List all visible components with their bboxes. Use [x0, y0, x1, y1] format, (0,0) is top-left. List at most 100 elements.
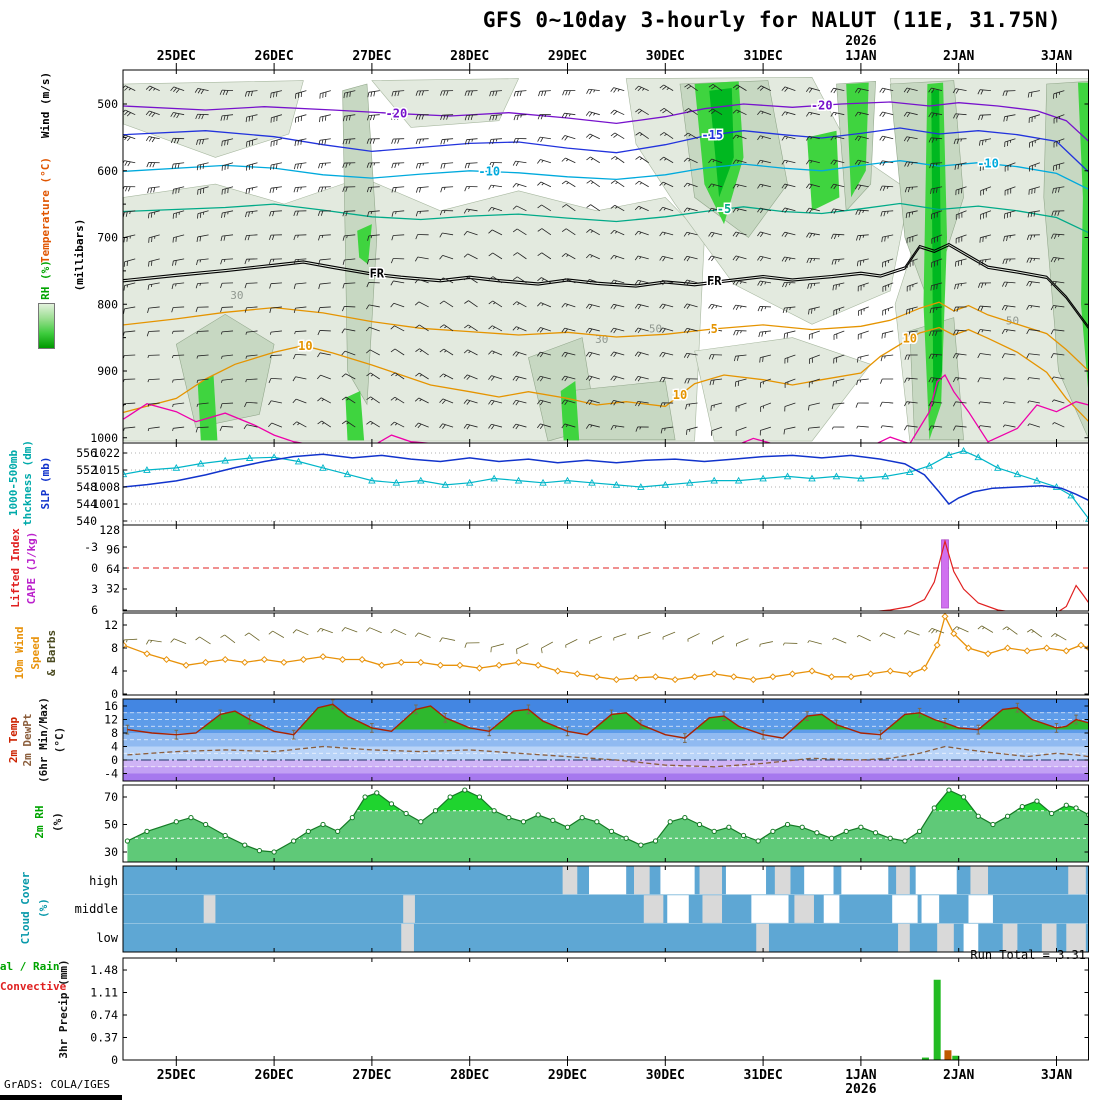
- tick-label: 0: [111, 687, 118, 701]
- rh-marker: [843, 828, 849, 834]
- wind-speed-marker: [358, 655, 366, 664]
- rh-marker: [550, 817, 556, 823]
- wind-speed-marker: [280, 658, 288, 666]
- date-label-top: 1JAN: [845, 49, 876, 64]
- wind-speed-marker: [933, 641, 941, 649]
- rh-marker: [124, 838, 131, 844]
- cloud-block-middle: [702, 895, 723, 923]
- rh-marker: [1073, 805, 1079, 811]
- cloud-block-low: [1002, 923, 1018, 952]
- thickness-axis-title-1: 1000-500mb: [7, 449, 20, 517]
- rh-marker: [271, 849, 277, 855]
- rh-marker: [320, 821, 326, 828]
- temp-green-cap: [127, 704, 1089, 730]
- panel-border: [122, 957, 1089, 1061]
- wind-speed-marker: [436, 661, 444, 669]
- rh-marker: [931, 805, 937, 811]
- wind-speed-marker: [730, 673, 738, 681]
- cloud-block-high: [725, 866, 767, 895]
- contour-label: 5: [711, 322, 718, 336]
- rh-marker: [960, 794, 967, 800]
- thickness-marker: [857, 474, 865, 482]
- tick-label: 544: [76, 497, 97, 511]
- rh-marker: [726, 824, 732, 830]
- contour-label: 10: [673, 388, 687, 402]
- rh-marker: [242, 842, 248, 848]
- tick-label: 1022: [92, 446, 120, 460]
- wind-speed-marker: [515, 658, 523, 666]
- wind-speed-marker: [182, 661, 190, 669]
- run-total-label: Run Total = 3.31: [970, 948, 1086, 962]
- tick-label: 1015: [92, 463, 120, 477]
- tick-label: 30: [104, 845, 118, 859]
- date-label-bottom: 1JAN: [845, 1068, 876, 1083]
- cloud-pct-axis-title: (%): [37, 898, 50, 918]
- wind-speed-marker: [612, 676, 620, 684]
- rh-marker: [916, 828, 923, 834]
- tick-label: 12: [104, 618, 118, 632]
- thickness-marker: [734, 476, 743, 484]
- rh-marker: [564, 824, 571, 830]
- tick-label: 96: [106, 543, 120, 557]
- thickness-marker: [588, 478, 596, 486]
- cloud-block-high: [804, 866, 834, 895]
- cloud-block-middle: [643, 895, 664, 923]
- date-label-bottom: 29DEC: [548, 1068, 587, 1083]
- rh-marker: [682, 815, 688, 821]
- thickness-marker: [490, 474, 498, 482]
- rh-marker: [1005, 813, 1011, 819]
- thickness-marker: [417, 476, 425, 484]
- rh-marker: [1034, 798, 1040, 804]
- rh-marker: [256, 848, 263, 854]
- date-label-bottom: 26DEC: [255, 1068, 294, 1083]
- cloud-row-middle-label: middle: [74, 902, 118, 916]
- rh-marker: [652, 838, 659, 844]
- rh-marker: [1049, 810, 1055, 817]
- lifted-index-axis-title: Lifted Index: [9, 528, 22, 608]
- cloud-block-high: [699, 866, 723, 895]
- wind-speed-marker: [906, 670, 914, 678]
- tick-label: 0: [91, 561, 98, 575]
- date-label-bottom: 3JAN: [1041, 1068, 1072, 1083]
- rh-marker: [418, 819, 424, 825]
- dewpt-axis-title: 2m DewPt: [21, 713, 34, 767]
- cloud-block-middle: [892, 895, 918, 923]
- wind-speed-marker: [847, 673, 855, 681]
- rh-marker: [828, 835, 835, 841]
- wind-speed-marker: [941, 613, 949, 620]
- wind-speed-marker: [691, 673, 699, 681]
- rh-marker: [188, 815, 194, 821]
- temp2m-axis-title: 2m Temp: [7, 716, 20, 764]
- rh-marker: [887, 835, 893, 841]
- date-label-top: 27DEC: [352, 49, 391, 64]
- thickness-marker: [245, 454, 254, 461]
- tick-label: 6: [91, 603, 98, 617]
- thickness-marker: [1085, 515, 1089, 522]
- tick-label: 540: [76, 514, 97, 528]
- thickness-marker: [143, 466, 151, 473]
- contour-label: -20: [811, 98, 833, 112]
- tick-label: 4: [111, 664, 118, 678]
- rh-marker: [1063, 802, 1069, 808]
- tick-label: 1008: [92, 480, 120, 494]
- tick-label: 0: [111, 753, 118, 767]
- rh-marker: [222, 832, 228, 839]
- contour-label: FR: [370, 266, 385, 280]
- rh-contour-label: 50: [649, 322, 662, 335]
- precip-bar-total: [933, 979, 941, 1060]
- thickness-marker: [1067, 491, 1075, 499]
- thickness-marker: [392, 478, 401, 486]
- wind-speed-marker: [652, 673, 660, 681]
- wind-speed-marker: [886, 667, 894, 675]
- rh-marker: [491, 808, 497, 814]
- date-label-top: 29DEC: [548, 49, 587, 64]
- tick-label: 500: [97, 97, 118, 111]
- wind-speed-marker: [749, 676, 757, 684]
- rh-marker: [476, 794, 483, 800]
- wind-speed-marker: [299, 655, 307, 664]
- rh-marker: [173, 819, 179, 825]
- cape-axis-title: CAPE (J/kg): [25, 531, 38, 605]
- wind-speed-marker: [769, 673, 777, 681]
- grads-bar: [0, 1095, 122, 1100]
- tick-label: 70: [104, 790, 118, 804]
